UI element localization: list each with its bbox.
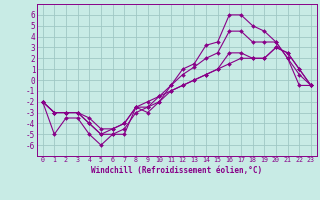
X-axis label: Windchill (Refroidissement éolien,°C): Windchill (Refroidissement éolien,°C) [91, 166, 262, 175]
